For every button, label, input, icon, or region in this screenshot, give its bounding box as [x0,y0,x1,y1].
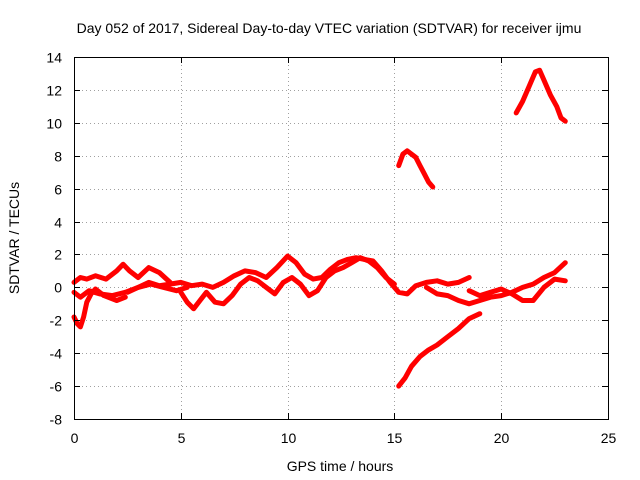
y-tick-label: -2 [50,313,63,329]
tick-layer: 0 5 10 15 20 25 -8 -6 -4 -2 0 2 4 6 8 10 12 14 [46,50,616,447]
y-tick-label: 12 [46,83,62,99]
plot-frame [74,57,609,420]
y-tick-label: 8 [54,149,62,165]
y-tick-label: 4 [54,215,62,231]
series-arc-10 [513,67,568,124]
x-tick-label: 0 [71,430,79,446]
y-tick-label: -8 [50,412,63,428]
y-tick-label: 0 [54,280,62,296]
y-axis-label: SDTVAR / TECUs [6,182,22,294]
y-tick-label: -6 [50,379,63,395]
y-tick-label: 14 [46,50,62,66]
x-tick-label: 15 [387,430,403,446]
x-tick-label: 5 [178,430,186,446]
x-axis-label: GPS time / hours [287,458,394,474]
series-layer [71,67,568,389]
series-arc-7 [466,276,568,303]
y-tick-label: 2 [54,247,62,263]
series-arc-9 [396,311,483,389]
x-tick-label: 20 [494,430,510,446]
series-arc-1 [71,261,173,285]
y-tick-label: -4 [50,346,63,362]
series-arc-4 [124,253,472,297]
series-arc-5 [178,255,397,312]
series-arc-6 [423,260,568,307]
chart-title: Day 052 of 2017, Sidereal Day-to-day VTE… [77,20,582,36]
x-tick-label: 10 [281,430,297,446]
x-tick-label: 25 [601,430,617,446]
y-tick-label: 6 [54,182,62,198]
y-tick-label: 10 [46,116,62,132]
series-arc-8 [396,148,436,190]
series-arc-3 [71,286,128,330]
grid-layer [74,57,608,419]
